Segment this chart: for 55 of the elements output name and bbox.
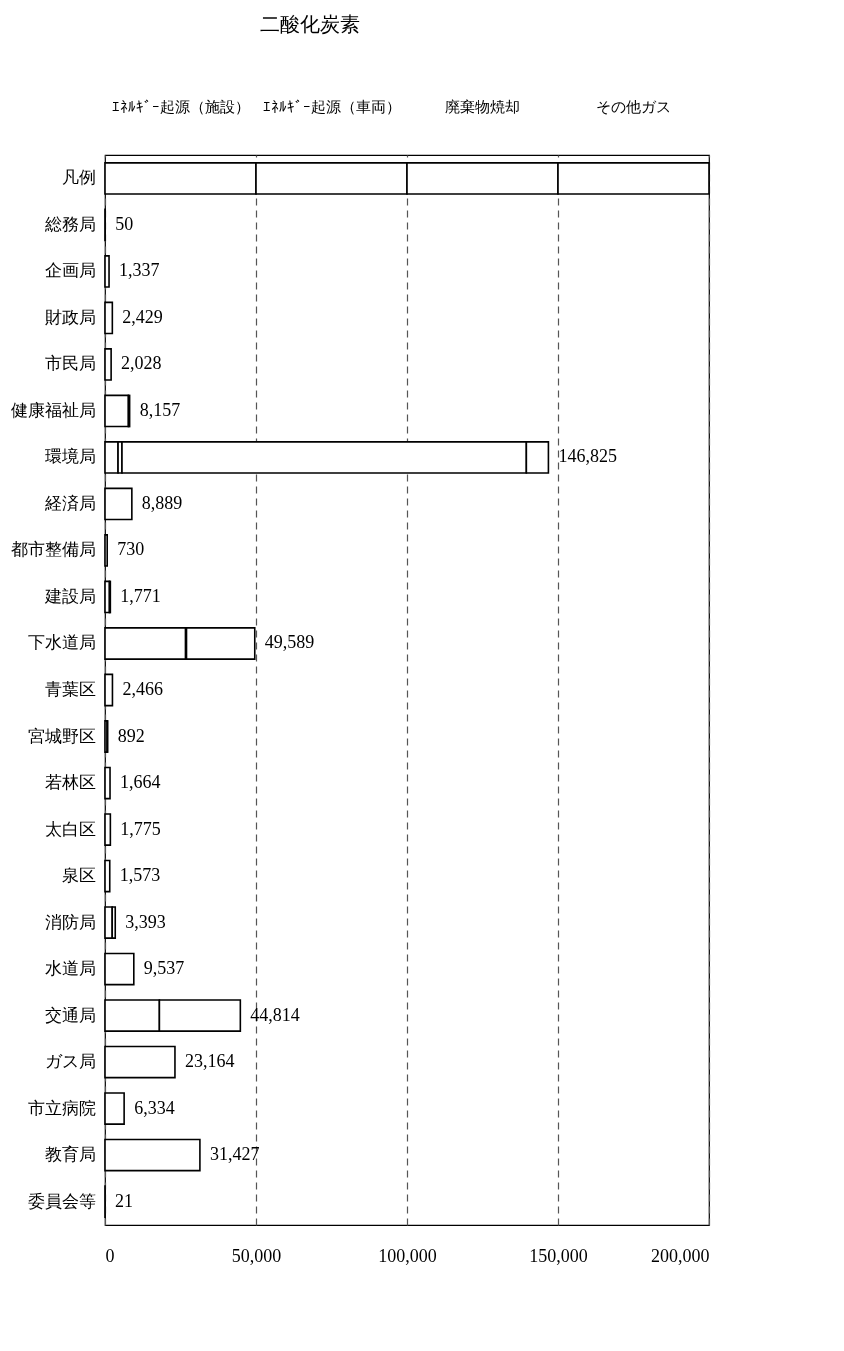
text: 二酸化炭素: [260, 12, 361, 36]
y-tick-label: 財政局: [44, 306, 96, 327]
total-label: 21: [115, 1190, 134, 1211]
x-tick-label: 100,000: [378, 1245, 437, 1266]
y-tick-label: 健康福祉局: [10, 399, 96, 420]
total-label: 730: [117, 539, 145, 560]
y-tick-label: 太白区: [44, 818, 96, 839]
y-tick-label: 委員会等: [27, 1190, 96, 1211]
total-label: 2,028: [121, 353, 162, 374]
total-label: 44,814: [250, 1004, 300, 1025]
total-label: 9,537: [143, 958, 185, 979]
total-label: 31,427: [209, 1144, 260, 1165]
x-tick-label: 200,000: [651, 1245, 710, 1266]
y-tick-label: 環境局: [44, 446, 96, 467]
total-label: 6,334: [134, 1097, 175, 1118]
y-tick-label: 水道局: [44, 958, 96, 979]
text: その他ガス: [596, 98, 671, 116]
y-tick-label: 若林区: [44, 772, 96, 792]
text: 廃棄物焼却: [445, 98, 520, 116]
y-tick-label: 凡例: [61, 167, 96, 188]
total-label: 1,771: [120, 586, 161, 606]
y-tick-label: 経済局: [43, 492, 96, 513]
total-label: 3,393: [125, 911, 166, 932]
total-label: 1,664: [120, 772, 161, 792]
y-tick-label: 企画局: [44, 260, 96, 281]
y-tick-label: 交通局: [44, 1004, 96, 1025]
x-tick-label: 150,000: [529, 1245, 588, 1266]
total-label: 2,429: [122, 306, 163, 327]
y-tick-label: 宮城野区: [27, 725, 96, 746]
total-label: 146,825: [558, 446, 617, 467]
total-label: 1,775: [120, 818, 161, 839]
x-tick-label: 0: [105, 1245, 115, 1266]
text: ｴﾈﾙｷﾞｰ起源（施設）: [111, 98, 250, 116]
x-tick-label: 50,000: [231, 1245, 282, 1266]
total-label: 50: [115, 213, 134, 234]
y-tick-label: 消防局: [44, 911, 96, 932]
y-tick-label: 建設局: [43, 586, 96, 606]
y-tick-label: ガス局: [44, 1051, 96, 1072]
total-label: 1,573: [119, 865, 161, 886]
total-label: 8,889: [141, 492, 183, 513]
total-label: 892: [117, 725, 145, 746]
y-tick-label: 市立病院: [27, 1097, 96, 1118]
total-label: 2,466: [122, 679, 163, 699]
total-label: 23,164: [184, 1051, 235, 1072]
y-tick-label: 市民局: [44, 353, 96, 374]
y-tick-label: 都市整備局: [10, 539, 96, 560]
y-tick-label: 下水道局: [27, 632, 96, 653]
total-label: 49,589: [264, 632, 315, 653]
y-tick-label: 泉区: [61, 865, 96, 886]
text: ｴﾈﾙｷﾞｰ起源（車両）: [262, 98, 401, 116]
y-tick-label: 総務局: [43, 213, 96, 234]
total-label: 1,337: [119, 260, 160, 281]
y-tick-label: 青葉区: [44, 679, 96, 699]
total-label: 8,157: [139, 399, 181, 420]
y-tick-label: 教育局: [44, 1144, 96, 1165]
